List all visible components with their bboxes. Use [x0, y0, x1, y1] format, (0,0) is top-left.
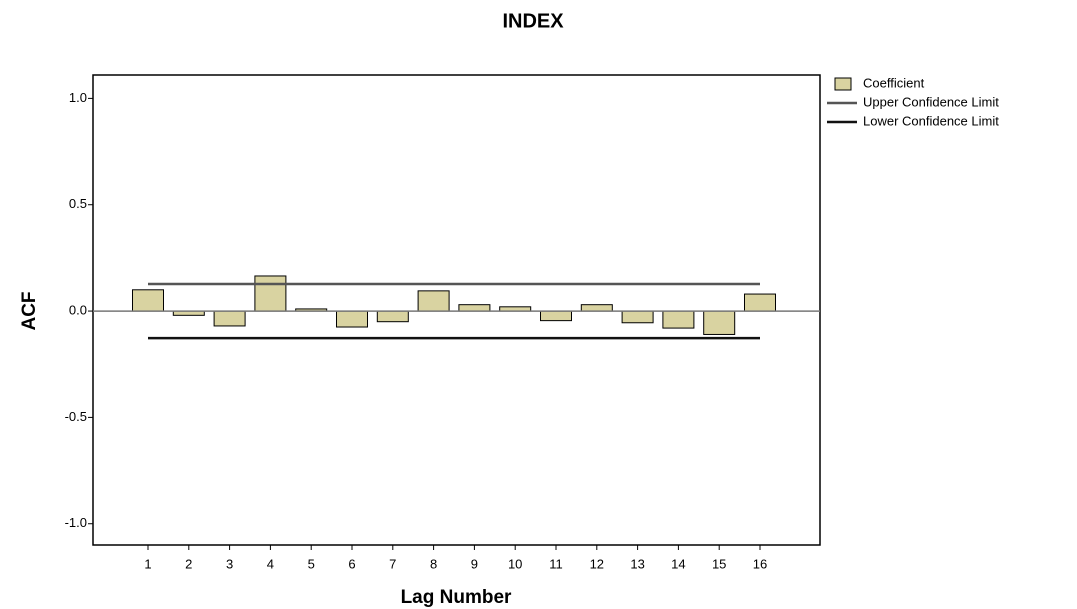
x-tick-label: 7 [389, 556, 396, 571]
legend-label: Coefficient [863, 75, 925, 90]
x-tick-label: 8 [430, 556, 437, 571]
bar [744, 293, 776, 312]
bar [703, 310, 736, 335]
x-tick-label: 15 [712, 556, 726, 571]
y-tick-label: -1.0 [65, 515, 87, 530]
x-tick-label: 2 [185, 556, 192, 571]
bar [662, 310, 695, 329]
y-tick-label: 0.0 [69, 303, 87, 318]
x-tick-label: 13 [630, 556, 644, 571]
x-axis-title: Lag Number [401, 587, 512, 608]
y-tick-label: 1.0 [69, 90, 87, 105]
x-tick-label: 3 [226, 556, 233, 571]
bar [540, 310, 572, 322]
bar [621, 310, 654, 324]
bar [376, 310, 409, 323]
bar [580, 304, 613, 312]
x-tick-label: 10 [508, 556, 522, 571]
x-tick-label: 4 [267, 556, 274, 571]
x-tick-label: 1 [144, 556, 151, 571]
bar [132, 289, 164, 312]
legend-label: Lower Confidence Limit [863, 113, 999, 128]
legend-label: Upper Confidence Limit [863, 94, 999, 109]
chart-title: INDEX [502, 10, 564, 32]
legend-swatch [834, 77, 852, 91]
bar [336, 310, 368, 328]
y-tick-label: 0.5 [69, 196, 87, 211]
bar [213, 310, 246, 327]
x-tick-label: 5 [308, 556, 315, 571]
x-tick-label: 12 [590, 556, 604, 571]
x-tick-label: 11 [549, 556, 563, 571]
x-tick-label: 14 [671, 556, 685, 571]
x-tick-label: 16 [753, 556, 767, 571]
bar [458, 304, 491, 312]
y-tick-label: -0.5 [65, 409, 87, 424]
x-tick-label: 6 [348, 556, 355, 571]
bar [417, 290, 450, 312]
y-axis-title: ACF [19, 291, 40, 330]
x-tick-label: 9 [471, 556, 478, 571]
plot-frame [92, 74, 821, 546]
bar [254, 275, 287, 312]
